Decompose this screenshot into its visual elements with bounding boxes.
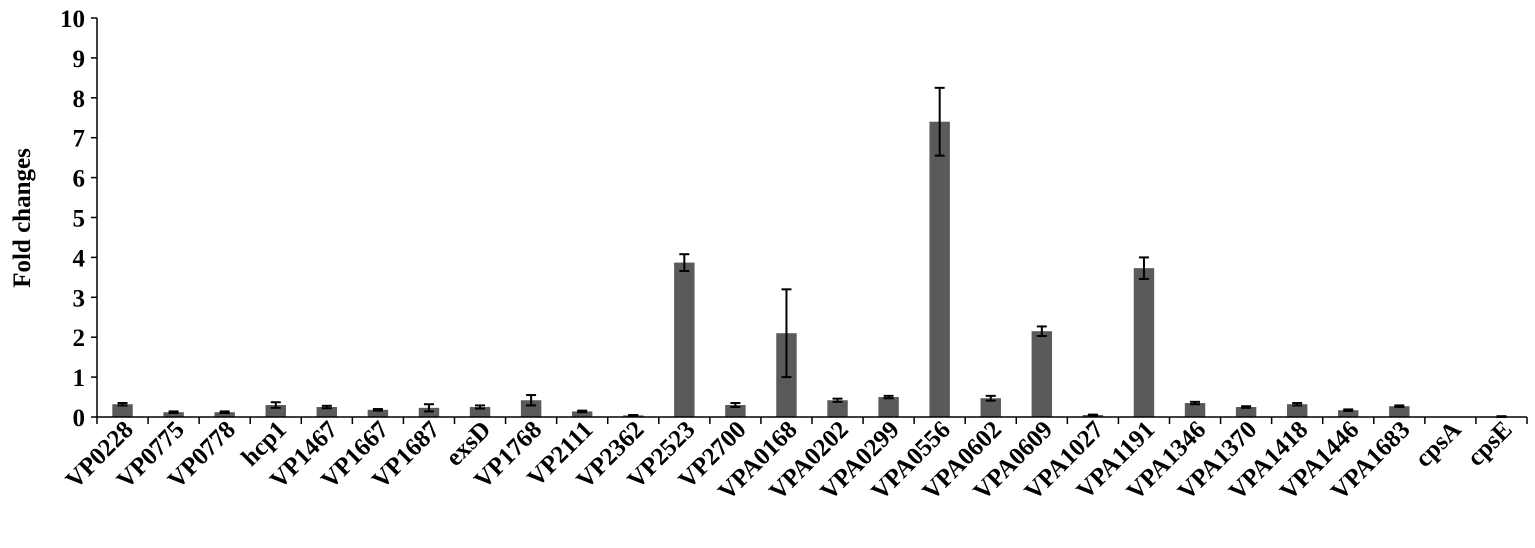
bar — [1389, 406, 1410, 417]
bar — [725, 405, 746, 417]
bar — [1235, 407, 1257, 417]
y-tick-label: 9 — [73, 46, 86, 73]
bar — [1031, 331, 1053, 417]
bar — [163, 412, 184, 417]
y-tick-label: 2 — [73, 325, 86, 352]
bar — [1184, 403, 1206, 417]
bar — [827, 400, 848, 417]
bar — [1338, 410, 1359, 417]
bar — [878, 397, 899, 417]
y-tick-label: 4 — [73, 245, 86, 272]
y-tick-label: 10 — [60, 6, 85, 33]
bar — [571, 411, 593, 417]
bar — [316, 407, 338, 417]
bar — [112, 404, 133, 417]
y-axis-ticks: 0 1 2 3 4 5 6 7 8 9 10 — [60, 6, 97, 432]
bar — [1286, 404, 1308, 417]
bar — [980, 398, 1001, 417]
bar — [469, 407, 491, 417]
y-tick-label: 7 — [73, 126, 86, 153]
x-axis-ticks: VP0228VP0775VP0778hcp1VP1467VP1667VP1687… — [61, 416, 1528, 506]
bars — [112, 121, 1512, 418]
y-tick-label: 1 — [73, 365, 86, 392]
bar — [214, 412, 235, 417]
bar — [265, 405, 286, 417]
y-tick-label: 0 — [73, 405, 86, 432]
y-axis-label: Fold changes — [9, 148, 36, 288]
y-tick-label: 6 — [73, 166, 86, 193]
error-bars — [117, 86, 1507, 418]
x-tick-label: cpsA — [1410, 416, 1466, 472]
bar — [1133, 268, 1155, 417]
bar — [929, 121, 950, 418]
x-tick-label: cpsE — [1462, 416, 1517, 471]
y-tick-label: 5 — [73, 206, 86, 233]
bar — [367, 409, 389, 417]
y-tick-label: 8 — [73, 86, 86, 113]
y-tick-label: 3 — [73, 285, 86, 312]
bar — [674, 262, 695, 417]
bar — [520, 400, 542, 417]
